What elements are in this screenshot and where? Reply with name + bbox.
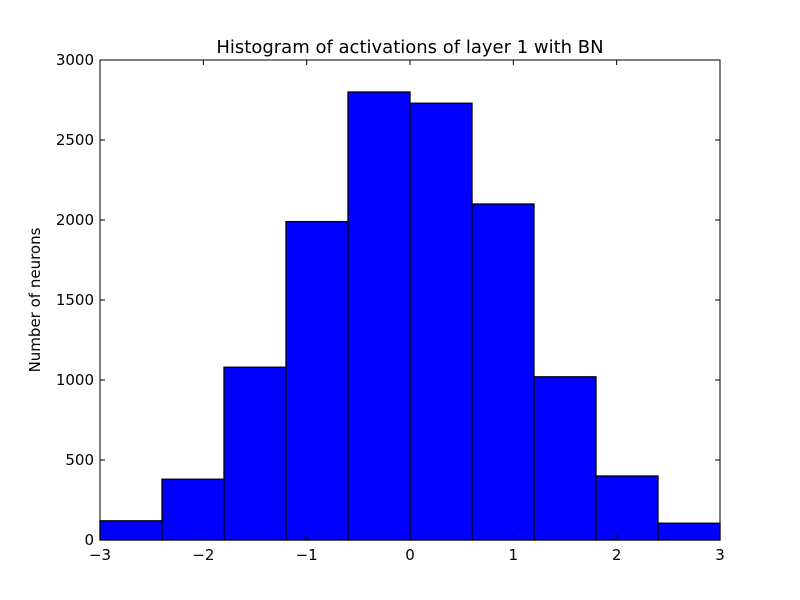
bars-group [99, 91, 721, 541]
histogram-bar [285, 220, 349, 541]
histogram-bar [657, 522, 721, 541]
histogram-bar [595, 475, 659, 541]
x-tick-label: 0 [405, 546, 415, 564]
x-tick-label: 3 [715, 546, 725, 564]
y-tick-label: 3000 [56, 51, 94, 69]
y-tick-label: 0 [84, 531, 94, 549]
chart-title: Histogram of activations of layer 1 with… [216, 37, 603, 58]
histogram-bar [161, 478, 225, 541]
x-tick-label: −3 [89, 546, 111, 564]
y-tick-label: 1000 [56, 371, 94, 389]
y-tick-label: 1500 [56, 291, 94, 309]
x-tick-label: −1 [296, 546, 318, 564]
y-tick-label: 2000 [56, 211, 94, 229]
x-tick-label: 1 [509, 546, 519, 564]
y-tick-label: 2500 [56, 131, 94, 149]
histogram-bar [99, 520, 163, 541]
histogram-bar [347, 91, 411, 541]
y-axis-label: Number of neurons [26, 227, 44, 372]
ticks-group: −3 −2 −1 0 1 2 3 0 500 1000 1500 2000 2500 3000 [56, 51, 725, 564]
y-tick-label: 500 [65, 451, 94, 469]
histogram-bar [471, 203, 535, 541]
histogram-bar [533, 376, 597, 541]
x-tick-label: 2 [612, 546, 622, 564]
histogram-bar [223, 366, 287, 541]
x-tick-label: −2 [192, 546, 214, 564]
histogram-bar [409, 102, 473, 541]
